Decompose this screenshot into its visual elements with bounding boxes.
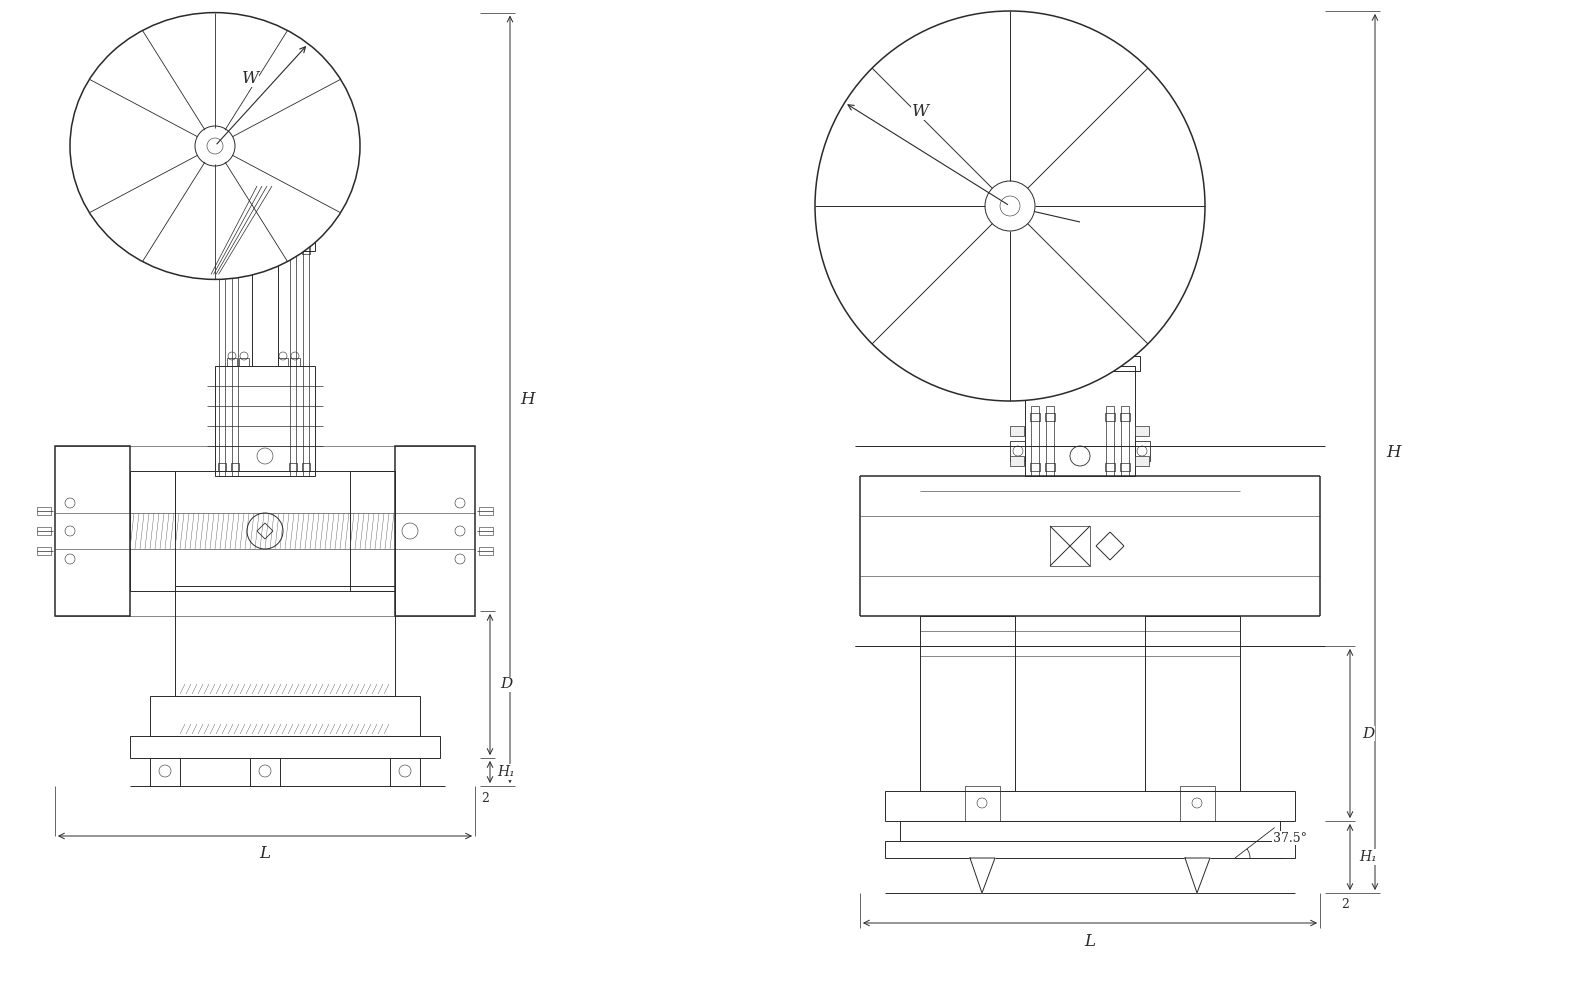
Bar (215, 366, 315, 476)
Text: H: H (521, 390, 535, 407)
Bar (1059, 230, 1101, 248)
Bar (965, 786, 1000, 821)
Text: L: L (1085, 933, 1096, 950)
Bar (479, 527, 492, 535)
Bar (1050, 526, 1090, 566)
Circle shape (816, 11, 1204, 401)
Bar (131, 471, 175, 591)
Bar (37, 527, 51, 535)
Bar (1120, 413, 1129, 421)
Bar (37, 507, 51, 515)
Bar (131, 736, 440, 758)
Bar (239, 358, 249, 366)
Text: D: D (1362, 726, 1375, 740)
Text: H₁: H₁ (497, 765, 515, 779)
Bar (900, 821, 1281, 841)
Bar (886, 841, 1295, 858)
Bar (1134, 426, 1149, 436)
Bar (1180, 786, 1215, 821)
Bar (1031, 406, 1039, 476)
Bar (220, 213, 311, 231)
Bar (290, 246, 296, 476)
Bar (231, 246, 239, 254)
Bar (1106, 413, 1115, 421)
Bar (1045, 463, 1055, 471)
Text: D: D (500, 677, 511, 691)
Bar (1010, 441, 1024, 461)
Bar (226, 358, 237, 366)
Bar (175, 586, 395, 696)
Bar (1120, 463, 1129, 471)
Bar (218, 246, 226, 254)
Bar (279, 358, 288, 366)
Text: 2: 2 (1341, 898, 1349, 911)
Bar (886, 791, 1295, 821)
Text: 2: 2 (481, 792, 489, 805)
Text: W: W (911, 103, 929, 120)
Bar (390, 758, 421, 786)
Bar (1010, 426, 1024, 436)
Polygon shape (1185, 858, 1211, 893)
Circle shape (984, 181, 1035, 231)
Polygon shape (970, 858, 996, 893)
Bar (350, 471, 395, 591)
Bar (250, 758, 280, 786)
Bar (218, 463, 226, 471)
Bar (218, 246, 225, 476)
Bar (1134, 441, 1150, 461)
Bar (1031, 413, 1040, 421)
Bar (303, 246, 311, 254)
Bar (231, 463, 239, 471)
Bar (249, 186, 282, 216)
Bar (303, 246, 309, 476)
Bar (215, 231, 315, 252)
Bar (233, 246, 237, 476)
Bar (1134, 456, 1149, 466)
Bar (37, 547, 51, 555)
Text: 37.5°: 37.5° (1273, 832, 1306, 844)
Bar (395, 446, 475, 616)
Bar (290, 358, 299, 366)
Bar (1106, 463, 1115, 471)
Text: L: L (260, 845, 271, 862)
Bar (1045, 413, 1055, 421)
Bar (288, 463, 296, 471)
Circle shape (194, 126, 236, 166)
Ellipse shape (70, 13, 360, 280)
Text: H: H (1386, 444, 1400, 461)
Bar (1031, 463, 1040, 471)
Bar (1024, 366, 1134, 476)
Bar (150, 696, 421, 736)
Bar (303, 463, 311, 471)
Bar (150, 758, 180, 786)
Bar (479, 547, 492, 555)
Bar (1047, 406, 1055, 476)
Bar (921, 616, 1015, 791)
Text: H₁: H₁ (1359, 850, 1376, 864)
Bar (1020, 356, 1141, 371)
Bar (1010, 456, 1024, 466)
Bar (255, 171, 276, 186)
Bar (1145, 616, 1239, 791)
Text: W: W (242, 69, 258, 87)
Bar (288, 246, 296, 254)
Bar (56, 446, 131, 616)
Bar (479, 507, 492, 515)
Bar (1106, 406, 1114, 476)
Bar (175, 471, 395, 591)
Bar (1121, 406, 1129, 476)
